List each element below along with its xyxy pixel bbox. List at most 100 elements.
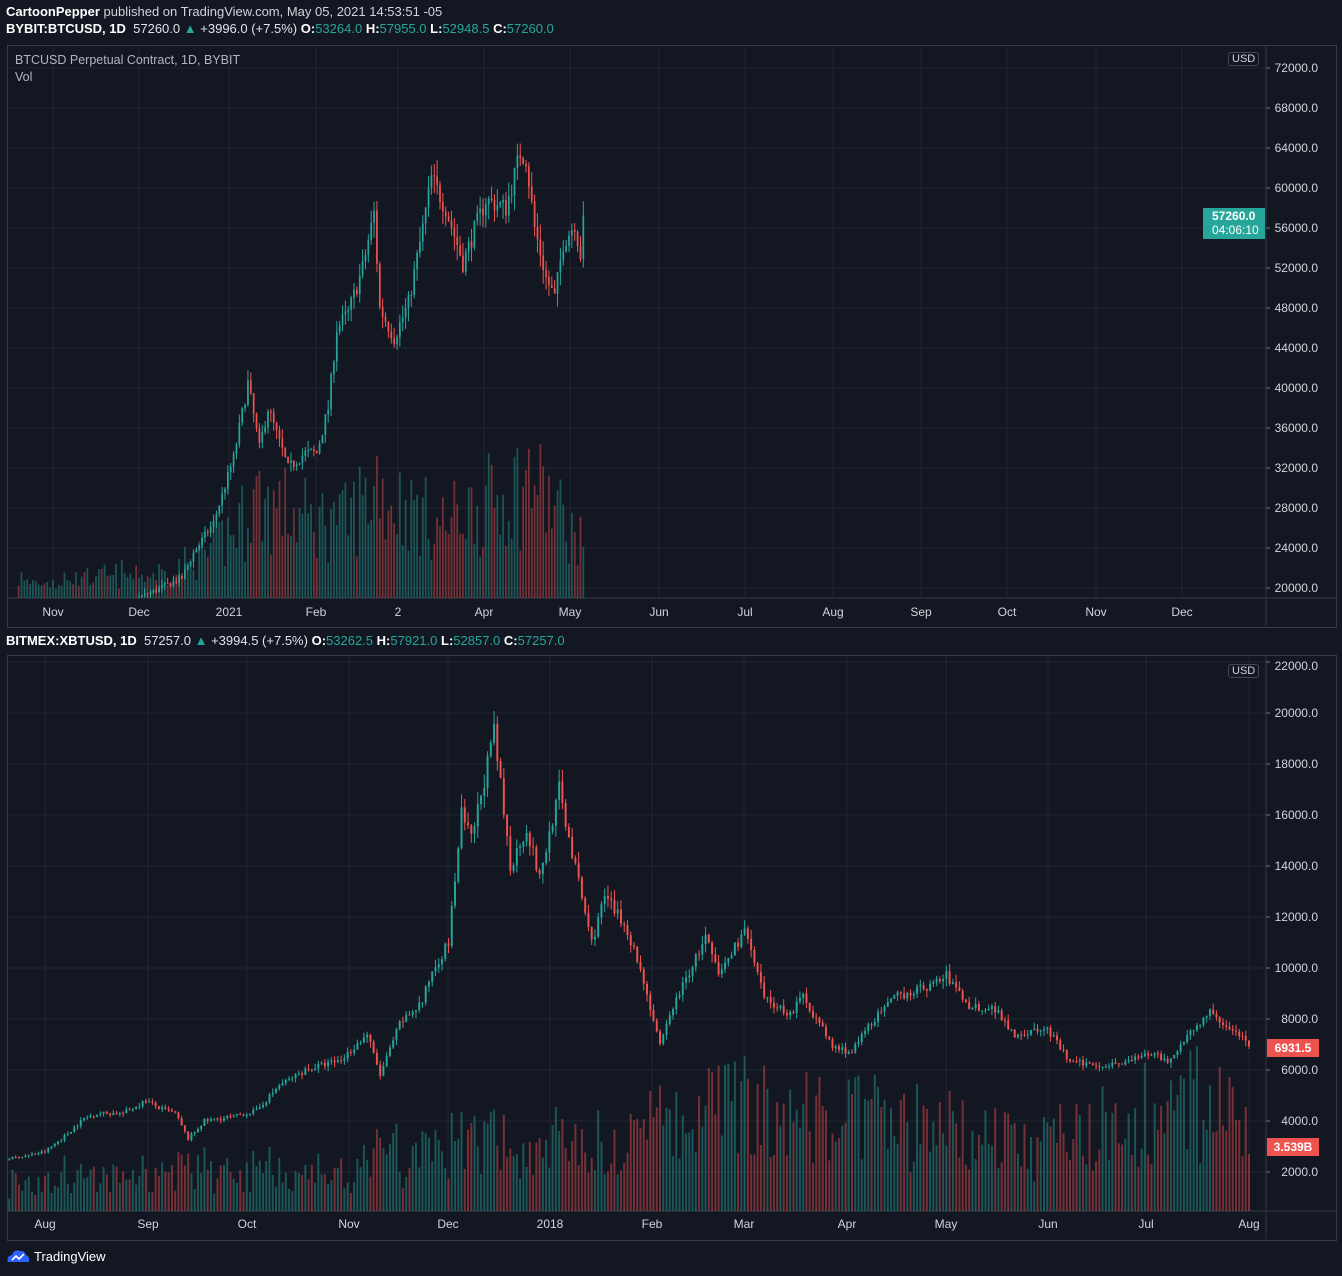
volume-bar: [464, 539, 467, 598]
volume-bar: [974, 1159, 977, 1211]
volume-bar: [489, 1111, 492, 1211]
candle: [318, 443, 321, 454]
top-chart-panel[interactable]: [7, 45, 1337, 628]
volume-bar: [367, 523, 370, 598]
volume-bar: [431, 1161, 434, 1211]
candle: [444, 943, 447, 960]
candle: [86, 1117, 89, 1119]
candle: [291, 1078, 294, 1080]
volume-bar: [60, 1172, 63, 1211]
candle: [462, 255, 464, 272]
chart-1[interactable]: 72000.0 68000.0 64000.0 60000.0 56000.0 52000…: [8, 46, 1336, 671]
volume-bar: [320, 1174, 323, 1211]
volume-bar: [519, 1178, 522, 1211]
y-tick-label: 44000.0: [1275, 341, 1319, 355]
candle: [255, 1108, 258, 1110]
volume-bar: [126, 577, 129, 598]
volume-bar: [675, 1092, 678, 1211]
volume-bar: [236, 1183, 238, 1211]
volume-bar: [401, 1187, 404, 1211]
candle: [381, 306, 384, 317]
candle: [5, 1159, 7, 1160]
candle: [574, 857, 577, 863]
candle: [922, 985, 925, 990]
candle: [32, 658, 34, 661]
volume-bar: [916, 1083, 919, 1211]
volume-bar: [301, 514, 304, 598]
candle: [893, 995, 896, 999]
volume-bar: [1248, 1154, 1250, 1211]
volume-bar: [304, 1164, 307, 1211]
candle: [554, 800, 557, 826]
y-tick-label: 48000.0: [1275, 301, 1319, 315]
candle: [118, 613, 120, 614]
volume-bar: [597, 1109, 600, 1211]
volume-bar: [571, 1141, 574, 1211]
candle: [83, 1117, 86, 1121]
volume-bar: [307, 513, 309, 598]
volume-bar: [579, 516, 582, 598]
bottom-chart-panel[interactable]: [7, 655, 1337, 1241]
volume-bar: [385, 1154, 388, 1211]
candle: [824, 1026, 827, 1037]
candle: [857, 1041, 860, 1045]
chart-2[interactable]: 22000.0 20000.0 18000.0 16000.0 14000.0 12000…: [2, 656, 1336, 1239]
volume-bar: [213, 1193, 216, 1211]
candle: [249, 380, 252, 394]
candle: [456, 236, 459, 246]
candle: [1143, 1053, 1146, 1057]
candle: [314, 1068, 317, 1070]
volume-bar: [789, 1089, 792, 1211]
candle: [109, 618, 111, 620]
volume-bar: [1130, 1154, 1133, 1211]
candle: [376, 210, 378, 264]
author-name[interactable]: CartoonPepper: [6, 4, 100, 19]
volume-bar: [958, 1157, 961, 1211]
y-tick-label: 72000.0: [1275, 61, 1319, 75]
candle: [899, 992, 902, 994]
volume-bar: [688, 1132, 691, 1211]
volume-bar: [358, 466, 361, 598]
volume-bar: [473, 543, 476, 598]
candle: [398, 1021, 401, 1030]
last-price-tag: 57260.0 04:06:10: [1203, 208, 1265, 239]
volume-bar: [1238, 1120, 1241, 1211]
candle: [441, 959, 443, 965]
candle: [587, 912, 590, 928]
volume-bar: [372, 1148, 375, 1211]
candle: [1091, 1063, 1094, 1065]
volume-bar: [961, 1100, 964, 1211]
volume-bar: [262, 1173, 264, 1211]
candle: [112, 618, 114, 619]
candle: [390, 331, 393, 339]
candle: [1212, 1009, 1215, 1014]
currency-label[interactable]: USD: [1228, 52, 1260, 66]
price-change: +3994.5 (+7.5%): [211, 633, 308, 648]
volume-bar: [1052, 1118, 1055, 1211]
candle: [753, 949, 756, 964]
x-tick-label: Apr: [475, 605, 494, 619]
candle: [948, 971, 951, 984]
volume-bar: [616, 1174, 619, 1211]
candle: [1127, 1060, 1130, 1062]
currency-label[interactable]: USD: [1228, 664, 1260, 678]
candle: [378, 263, 381, 307]
candle: [278, 429, 281, 439]
volume-bar: [538, 1138, 541, 1211]
tradingview-logo[interactable]: TradingView: [6, 1248, 106, 1264]
candle: [370, 222, 373, 241]
candle: [834, 1046, 837, 1049]
x-tick-label: Feb: [642, 1217, 663, 1231]
candle: [174, 1111, 177, 1113]
candle: [167, 1108, 170, 1111]
candle: [18, 668, 20, 670]
volume-bar: [1098, 1149, 1101, 1211]
volume-bar: [318, 506, 321, 598]
volume-bar: [436, 517, 438, 598]
candle: [623, 923, 626, 926]
candle: [486, 756, 489, 789]
candle: [870, 1024, 873, 1026]
y-tick-label: 22000.0: [1275, 659, 1319, 673]
volume-indicator-label[interactable]: Vol: [15, 70, 33, 84]
